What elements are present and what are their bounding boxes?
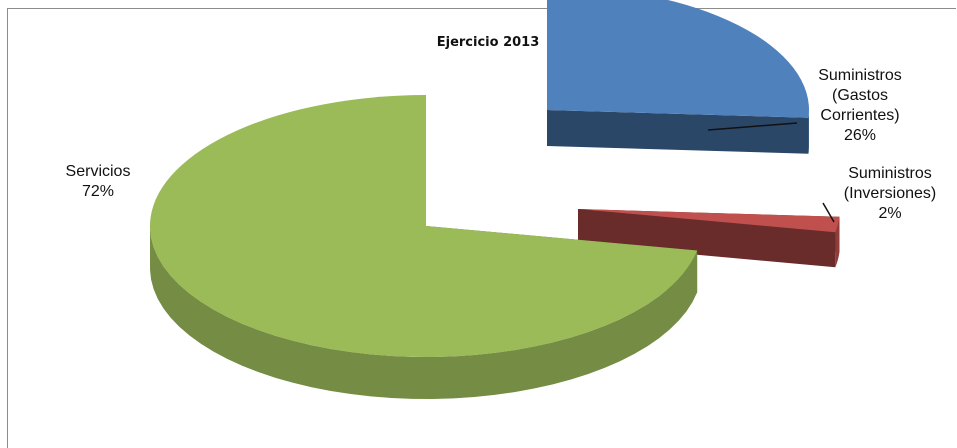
pie-slice-2 xyxy=(547,0,809,154)
pie-slice-3 xyxy=(578,209,840,268)
pie-labels: Servicios 72% Suministros (Gastos Corrientes… xyxy=(66,67,936,223)
pie-label-line: Corrientes) xyxy=(820,107,899,124)
leader-line xyxy=(822,202,835,223)
pie-label-1: Servicios 72% xyxy=(66,163,131,200)
pie-slice-rim xyxy=(808,111,809,154)
chart-title: Ejercicio 2013 xyxy=(437,35,540,50)
leader-line xyxy=(707,122,798,131)
pie-label-line: Servicios xyxy=(66,163,131,180)
pie-label-line: 2% xyxy=(878,205,901,222)
pie-slice-top xyxy=(149,95,698,357)
pie-label-line: Suministros xyxy=(818,67,902,84)
pie-label-line: Suministros xyxy=(848,165,932,182)
pie-slice-wall xyxy=(578,209,836,268)
pie-slice-wall xyxy=(547,110,809,154)
pie-label-line: (Gastos xyxy=(832,87,888,104)
pie-slice-top xyxy=(578,209,840,233)
pie-label-line: 72% xyxy=(82,183,114,200)
pie-label-2: Suministros (Gastos Corrientes) 26% xyxy=(818,67,902,144)
pie-label-line: (Inversiones) xyxy=(844,185,936,202)
pie-slice-rim xyxy=(150,227,698,399)
pie-slice-top xyxy=(547,0,809,118)
pie-label-3: Suministros (Inversiones) 2% xyxy=(844,165,936,222)
pie-label-line: 26% xyxy=(844,127,876,144)
pie-slice-rim xyxy=(835,216,840,268)
pie-slices xyxy=(149,0,840,399)
pie-slice-1 xyxy=(149,95,698,399)
